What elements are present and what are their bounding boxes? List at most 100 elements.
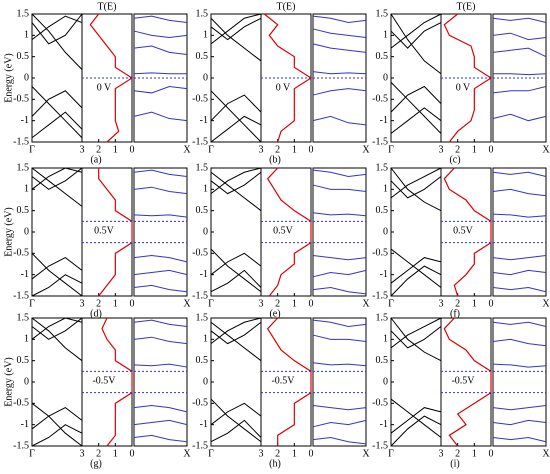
k-label: Γ	[208, 144, 214, 155]
band	[390, 326, 442, 349]
band	[31, 407, 83, 430]
band	[312, 334, 367, 342]
panel-label: (a)	[90, 154, 101, 165]
y-tick-label: -1.5	[13, 440, 29, 451]
x-tick-label: 3	[259, 144, 264, 155]
k-label: X	[362, 144, 370, 155]
x-tick-label: 0	[309, 448, 314, 459]
y-tick-label: -1.5	[372, 290, 388, 301]
band	[31, 167, 83, 190]
band	[210, 17, 262, 62]
band	[133, 111, 188, 122]
panel-frame	[31, 317, 83, 447]
y-tick-label: -1.5	[13, 136, 29, 147]
y-tick-label: -0.5	[372, 398, 388, 409]
y-tick-label: 1	[24, 184, 29, 195]
x-tick-label: 2	[275, 298, 280, 309]
transmission-curve	[263, 13, 313, 143]
band	[31, 402, 83, 447]
panel-frame	[492, 167, 547, 297]
band	[492, 254, 547, 261]
band	[31, 317, 83, 340]
y-tick-label: 0	[383, 376, 388, 387]
panel-frame	[390, 167, 442, 297]
band	[390, 167, 442, 199]
band	[312, 169, 367, 178]
band	[31, 167, 83, 190]
band	[390, 13, 442, 49]
band	[390, 407, 442, 434]
band	[133, 254, 188, 263]
y-tick-label: -1.5	[192, 290, 208, 301]
bias-label: 0 V	[456, 82, 471, 93]
panel-frame	[492, 317, 547, 447]
panel-label: (b)	[269, 154, 281, 165]
y-tick-label: 0.5	[376, 205, 389, 216]
band	[492, 404, 547, 411]
panel-title: T(E)	[457, 1, 476, 12]
panel-label: (h)	[269, 458, 281, 469]
y-tick-label: 0.5	[196, 355, 209, 366]
band	[31, 317, 83, 340]
x-tick-label: 1	[113, 298, 118, 309]
band	[210, 321, 262, 345]
panel-label: (g)	[90, 458, 102, 469]
bias-label: 0.5V	[94, 226, 115, 237]
band	[312, 88, 367, 96]
y-tick-label: 1.5	[196, 8, 209, 19]
y-tick-label: -1.5	[192, 136, 208, 147]
k-label: X	[183, 448, 191, 459]
x-tick-label: 3	[439, 144, 444, 155]
band	[492, 269, 547, 276]
band	[210, 321, 262, 362]
x-tick-label: 3	[259, 448, 264, 459]
y-tick-label: -0.5	[372, 94, 388, 105]
band	[312, 269, 367, 278]
band	[492, 419, 547, 426]
k-label: Γ	[29, 144, 35, 155]
band	[210, 252, 262, 276]
x-tick-label: 0	[489, 448, 494, 459]
bias-label: -0.5V	[451, 376, 475, 387]
bias-label: 0.5V	[453, 226, 474, 237]
y-tick-label: -1.5	[192, 440, 208, 451]
band	[31, 90, 83, 117]
y-tick-label: -0.5	[13, 94, 29, 105]
x-tick-label: 2	[96, 448, 101, 459]
x-tick-label: 0	[130, 144, 135, 155]
band	[390, 248, 442, 288]
y-tick-label: 1.5	[17, 8, 30, 19]
band	[492, 171, 547, 178]
bias-label: 0.5V	[273, 226, 294, 237]
y-tick-label: 1	[203, 30, 208, 41]
y-tick-label: -1.5	[13, 290, 29, 301]
band	[210, 17, 262, 41]
band	[493, 73, 547, 76]
y-tick-label: 0.5	[17, 205, 30, 216]
x-tick-label: 3	[439, 448, 444, 459]
panel-frame	[390, 13, 442, 143]
y-tick-label: -1	[21, 419, 29, 430]
y-axis-label: Energy (eV)	[3, 207, 14, 257]
k-label: Γ	[29, 298, 35, 309]
band	[210, 269, 262, 293]
band	[133, 336, 188, 345]
band	[210, 90, 262, 143]
y-tick-label: 0	[24, 226, 29, 237]
y-tick-label: 1.5	[17, 162, 30, 173]
panel-title: T(E)	[277, 1, 296, 12]
band	[31, 167, 83, 207]
band	[312, 404, 367, 411]
band	[133, 284, 188, 293]
transmission-curve	[98, 168, 133, 297]
band	[312, 319, 367, 328]
panel-frame	[133, 317, 188, 447]
band	[31, 317, 83, 362]
y-tick-label: -0.5	[192, 94, 208, 105]
x-tick-label: 3	[439, 298, 444, 309]
band	[492, 286, 547, 293]
x-tick-label: 1	[472, 448, 477, 459]
x-tick-label: 1	[292, 144, 297, 155]
y-tick-label: -1.5	[372, 136, 388, 147]
transmission-curve	[101, 317, 133, 447]
